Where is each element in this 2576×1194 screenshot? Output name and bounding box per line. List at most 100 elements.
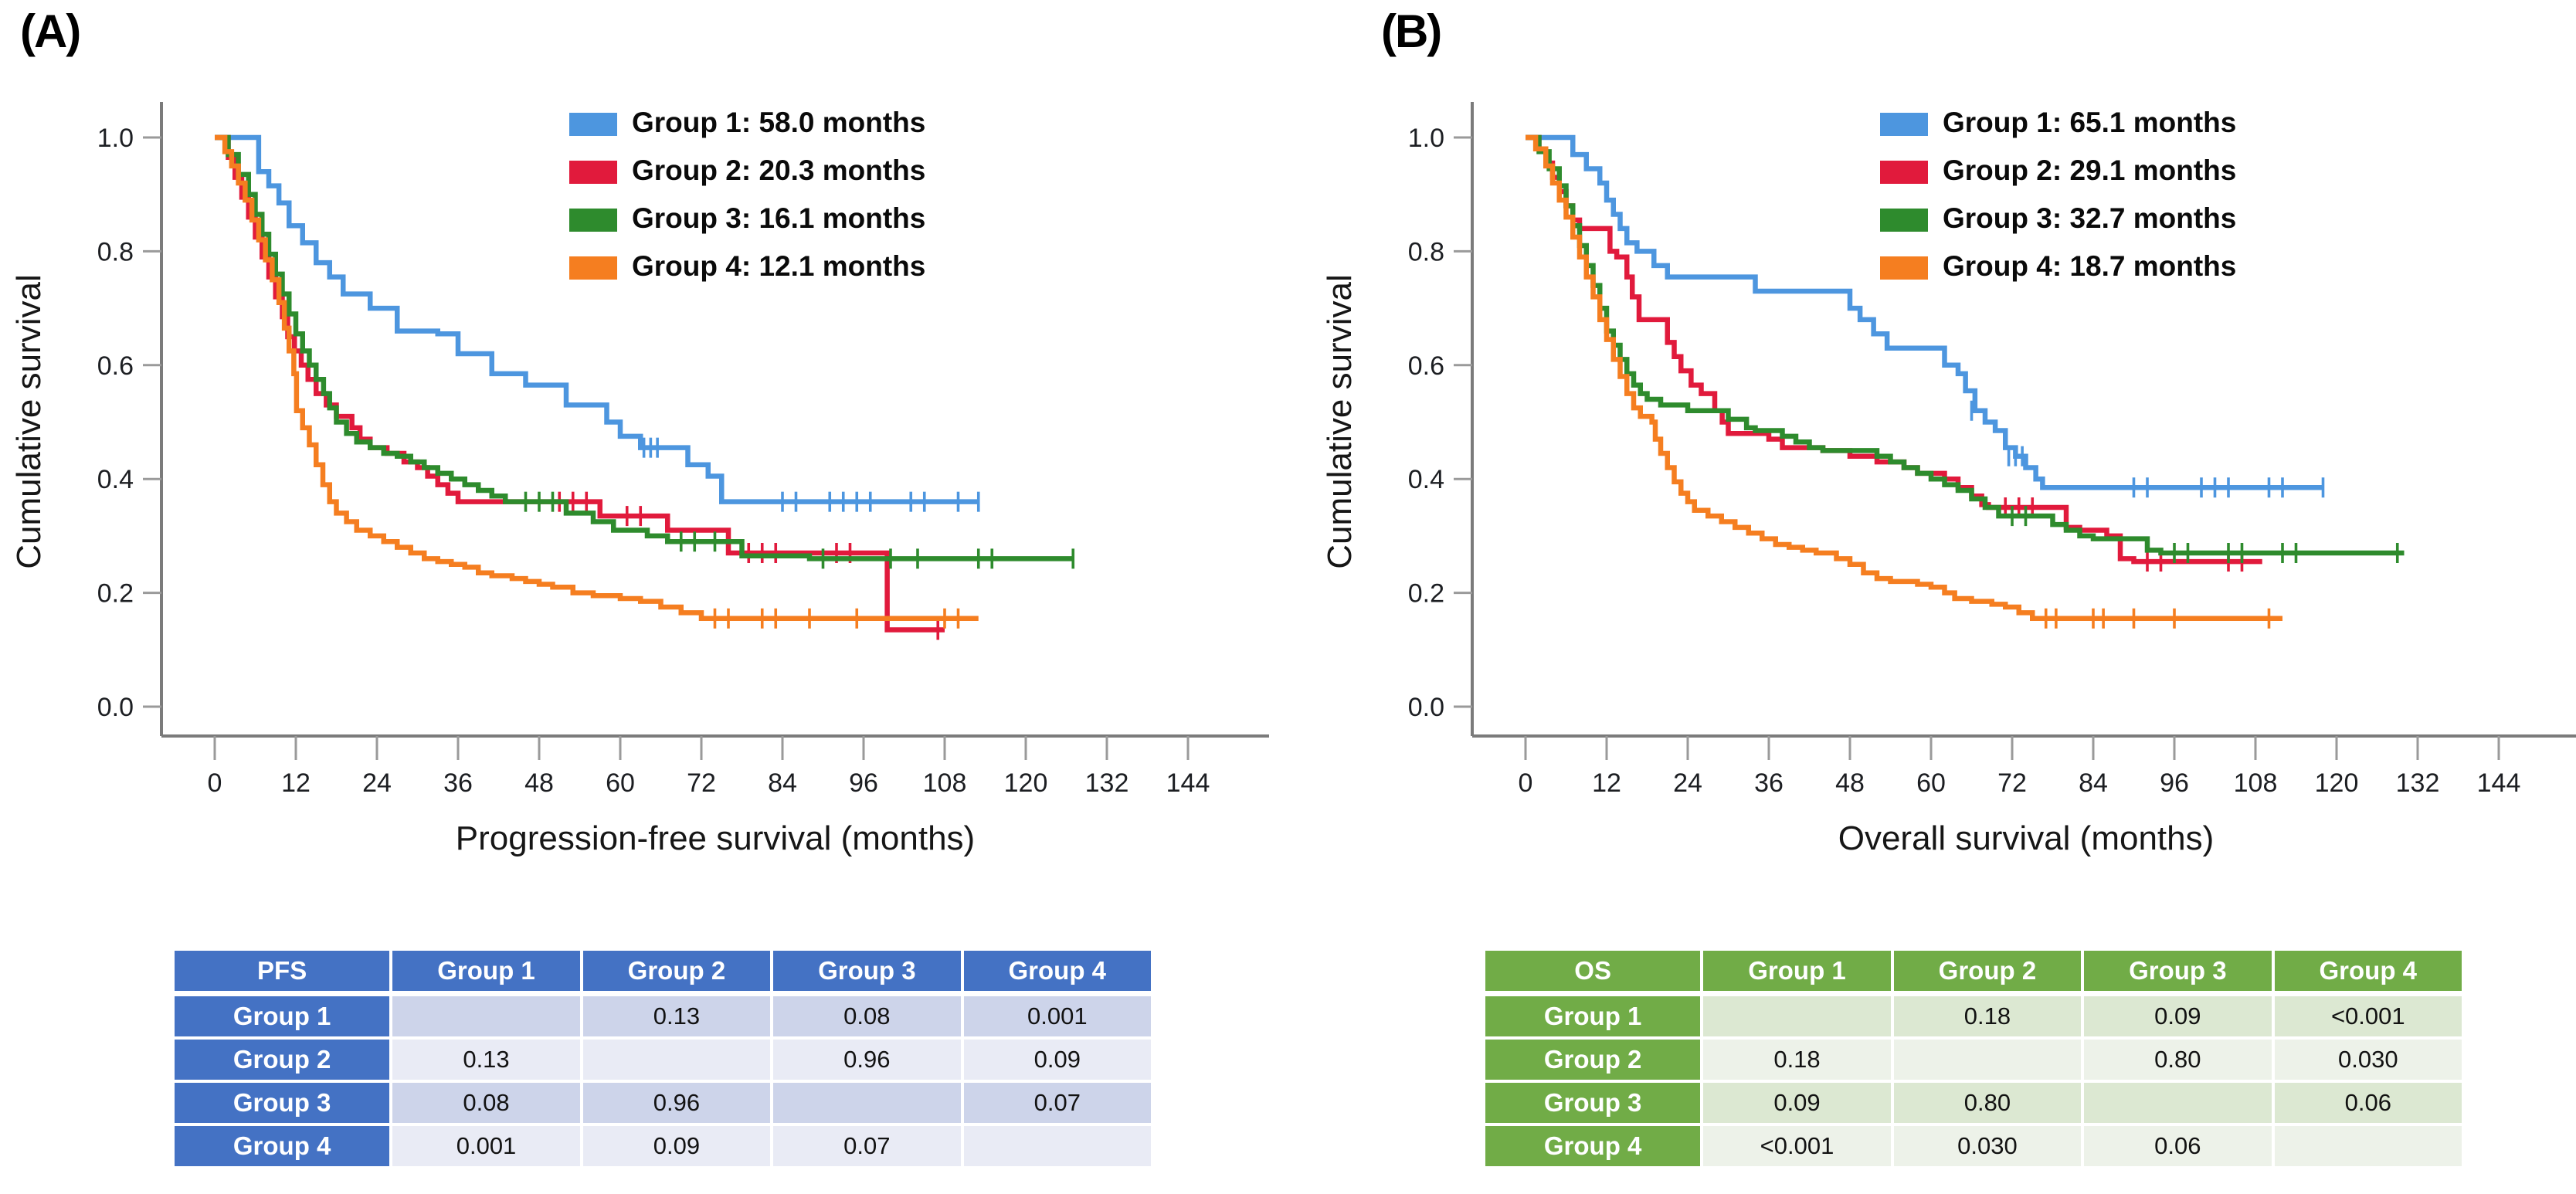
table-column-header: Group 3: [2084, 951, 2272, 993]
legend-label: Group 1: 65.1 months: [1943, 107, 2236, 138]
p-value-cell: 0.001: [963, 996, 1151, 1036]
legend-swatch: [1880, 113, 1928, 136]
p-value-cell: [1703, 996, 1891, 1036]
p-value-cell: 0.96: [582, 1083, 771, 1123]
table-column-header: Group 1: [1703, 951, 1891, 993]
os-pvalue-table: OS Group 1 Group 2 Group 3 Group 4 Group 1 0.1…: [1482, 948, 2465, 1169]
legend-swatch: [1880, 209, 1928, 232]
x-tick-label: 36: [1754, 768, 1784, 798]
table-row: Group 1 0.18 0.09 <0.001: [1485, 996, 2462, 1036]
p-value-cell: 0.80: [2084, 1040, 2272, 1080]
legend-label: Group 2: 20.3 months: [632, 154, 925, 186]
legend-swatch: [569, 209, 617, 232]
table-column-header: Group 1: [392, 951, 580, 993]
km-curve-group-1: [215, 134, 979, 504]
p-value-cell: 0.13: [392, 1040, 580, 1080]
x-tick-label: 120: [1004, 768, 1048, 798]
table-row: Group 2 0.18 0.80 0.030: [1485, 1040, 2462, 1080]
table-column-header: Group 4: [2274, 951, 2462, 993]
table-row-header: Group 3: [1485, 1083, 1701, 1123]
table-column-header: Group 4: [963, 951, 1151, 993]
p-value-cell: 0.18: [1703, 1040, 1891, 1080]
x-tick-label: 144: [2477, 768, 2521, 798]
table-column-header: Group 2: [582, 951, 771, 993]
x-tick-label: 24: [362, 768, 392, 798]
x-tick-label: 84: [2079, 768, 2108, 798]
x-axis-title: Overall survival (months): [1838, 819, 2215, 857]
x-tick-label: 12: [1592, 768, 1621, 798]
table-row-header: Group 2: [1485, 1040, 1701, 1080]
p-value-cell: [963, 1126, 1151, 1166]
p-value-cell: 0.08: [773, 996, 961, 1036]
p-value-cell: [392, 996, 580, 1036]
table-title-cell: PFS: [175, 951, 390, 993]
y-axis-title: Cumulative survival: [1321, 274, 1359, 568]
legend-swatch: [569, 113, 617, 136]
y-tick-label: 0.0: [97, 693, 134, 722]
p-value-cell: 0.09: [963, 1040, 1151, 1080]
p-value-cell: 0.09: [2084, 996, 2272, 1036]
x-tick-label: 144: [1166, 768, 1210, 798]
x-tick-label: 36: [443, 768, 473, 798]
x-tick-label: 108: [2234, 768, 2278, 798]
x-tick-label: 132: [2396, 768, 2440, 798]
y-tick-label: 1.0: [97, 124, 134, 153]
p-value-cell: 0.06: [2084, 1126, 2272, 1166]
x-tick-label: 60: [606, 768, 635, 798]
panel-a-label: (A): [20, 5, 81, 57]
p-value-cell: [582, 1040, 771, 1080]
y-axis-title: Cumulative survival: [10, 274, 48, 568]
table-row: Group 2 0.13 0.96 0.09: [175, 1040, 1151, 1080]
panel-b-label: (B): [1381, 5, 1442, 57]
p-value-cell: 0.07: [963, 1083, 1151, 1123]
legend-swatch: [1880, 256, 1928, 280]
table-header-row: PFS Group 1 Group 2 Group 3 Group 4: [175, 951, 1151, 993]
km-curve-group-4: [1526, 134, 2282, 622]
legend-label: Group 3: 16.1 months: [632, 202, 925, 234]
x-tick-label: 24: [1673, 768, 1702, 798]
p-value-cell: 0.09: [582, 1126, 771, 1166]
x-tick-label: 84: [768, 768, 797, 798]
y-tick-label: 0.8: [1408, 237, 1444, 266]
km-curve-group-1: [1526, 134, 2323, 490]
legend-label: Group 4: 18.7 months: [1943, 250, 2236, 282]
p-value-cell: [773, 1083, 961, 1123]
p-value-cell: 0.80: [1893, 1083, 2082, 1123]
y-tick-label: 1.0: [1408, 124, 1444, 153]
y-tick-label: 0.6: [97, 351, 134, 381]
table-header-row: OS Group 1 Group 2 Group 3 Group 4: [1485, 951, 2462, 993]
p-value-cell: [1893, 1040, 2082, 1080]
x-tick-label: 48: [1835, 768, 1865, 798]
table-row-header: Group 4: [175, 1126, 390, 1166]
table-column-header: Group 3: [773, 951, 961, 993]
os-table-grid: OS Group 1 Group 2 Group 3 Group 4 Group 1 0.1…: [1482, 948, 2465, 1169]
table-row-header: Group 1: [175, 996, 390, 1036]
x-tick-label: 72: [687, 768, 716, 798]
legend-label: Group 1: 58.0 months: [632, 107, 925, 138]
x-tick-label: 96: [2160, 768, 2189, 798]
p-value-cell: 0.030: [2274, 1040, 2462, 1080]
y-tick-label: 0.2: [97, 579, 134, 609]
km-survival-plots: 0 12 24 36 48 60 72 84 96 108 120 132 144 0.0 0.2 0.4 0.…: [10, 102, 2576, 857]
table-row: Group 3 0.08 0.96 0.07: [175, 1083, 1151, 1123]
p-value-cell: 0.030: [1893, 1126, 2082, 1166]
table-row: Group 3 0.09 0.80 0.06: [1485, 1083, 2462, 1123]
y-tick-label: 0.4: [1408, 465, 1444, 494]
x-tick-label: 132: [1085, 768, 1129, 798]
legend-label: Group 3: 32.7 months: [1943, 202, 2236, 234]
y-tick-label: 0.2: [1408, 579, 1444, 609]
table-row: Group 4 0.001 0.09 0.07: [175, 1126, 1151, 1166]
y-tick-label: 0.0: [1408, 693, 1444, 722]
x-tick-label: 60: [1916, 768, 1946, 798]
x-tick-label: 72: [1997, 768, 2027, 798]
p-value-cell: [2274, 1126, 2462, 1166]
p-value-cell: 0.07: [773, 1126, 961, 1166]
legend-label: Group 2: 29.1 months: [1943, 154, 2236, 186]
x-tick-label: 12: [281, 768, 311, 798]
km-curve-group-3: [1526, 134, 2405, 556]
legend-swatch: [569, 256, 617, 280]
x-tick-label: 0: [208, 768, 222, 798]
table-row-header: Group 2: [175, 1040, 390, 1080]
table-row: Group 4 <0.001 0.030 0.06: [1485, 1126, 2462, 1166]
